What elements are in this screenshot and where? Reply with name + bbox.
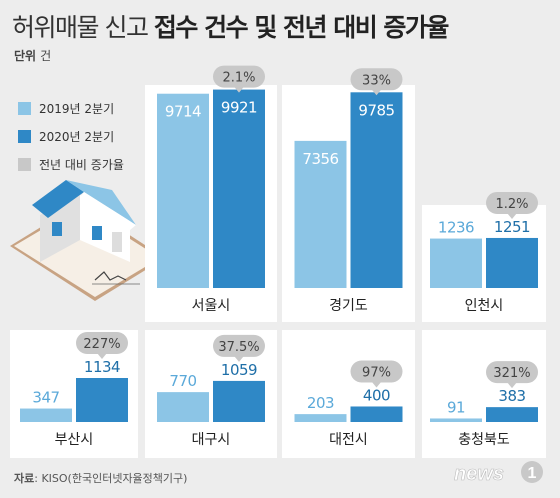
category-label: 대전시 bbox=[329, 432, 368, 448]
source-note: 자료: KISO(한국인터넷자율정책기구) bbox=[14, 472, 188, 485]
category-label: 인천시 bbox=[465, 298, 504, 314]
bar-2019 bbox=[430, 238, 482, 288]
bar-2020 bbox=[76, 378, 128, 422]
growth-rate-badge bbox=[213, 65, 265, 88]
growth-rate-badge bbox=[350, 360, 403, 383]
bar-2019 bbox=[294, 140, 347, 288]
news1-logo: news 1 bbox=[454, 461, 543, 485]
data-label-2019: 91 bbox=[447, 398, 465, 416]
growth-rate-badge bbox=[213, 334, 265, 357]
source-value: KISO(한국인터넷자율정책기구) bbox=[41, 472, 188, 485]
growth-rate-label: 97% bbox=[362, 365, 391, 380]
category-label: 서울시 bbox=[192, 298, 231, 314]
growth-rate-pointer bbox=[234, 355, 244, 362]
bar-2020 bbox=[350, 406, 403, 422]
category-label: 대구시 bbox=[192, 432, 231, 448]
svg-text:news: news bbox=[454, 463, 504, 485]
data-label-2019: 9714 bbox=[165, 103, 201, 121]
legend-swatch-rate bbox=[18, 157, 31, 171]
bar-2019 bbox=[157, 392, 209, 422]
growth-rate-label: 227% bbox=[83, 337, 120, 352]
growth-rate-pointer bbox=[234, 86, 244, 93]
growth-rate-pointer bbox=[507, 212, 517, 219]
unit-key: 단위 bbox=[14, 49, 37, 63]
growth-rate-pointer bbox=[97, 353, 107, 360]
svg-text:1: 1 bbox=[528, 465, 537, 482]
growth-rate-pointer bbox=[507, 382, 517, 389]
bar-2019 bbox=[430, 418, 482, 422]
category-label: 경기도 bbox=[329, 298, 368, 314]
legend: 2019년 2분기 2020년 2분기 전년 대비 증가율 bbox=[18, 94, 124, 178]
legend-label-rate: 전년 대비 증가율 bbox=[39, 157, 124, 172]
growth-rate-label: 33% bbox=[362, 73, 391, 88]
title-light: 허위매물 신고 bbox=[12, 13, 149, 42]
data-label-2019: 203 bbox=[307, 394, 334, 412]
chart-panel bbox=[282, 330, 415, 458]
data-label-2020: 9921 bbox=[221, 99, 257, 117]
growth-rate-label: 1.2% bbox=[495, 197, 528, 212]
unit-value: 건 bbox=[40, 49, 52, 63]
bar-2020 bbox=[213, 380, 265, 422]
growth-rate-pointer bbox=[371, 89, 382, 96]
data-label-2020: 383 bbox=[498, 387, 525, 405]
category-label: 충청북도 bbox=[458, 432, 510, 448]
data-label-2019: 1236 bbox=[438, 219, 474, 237]
growth-rate-badge bbox=[486, 191, 538, 214]
legend-swatch-2019 bbox=[18, 101, 31, 115]
legend-item-2020: 2020년 2분기 bbox=[18, 122, 124, 150]
bar-2019 bbox=[20, 408, 72, 422]
bar-2020 bbox=[486, 407, 538, 422]
legend-label-2019: 2019년 2분기 bbox=[39, 101, 115, 116]
chart-panel bbox=[422, 330, 546, 458]
bar-2019 bbox=[294, 414, 347, 422]
growth-rate-pointer bbox=[371, 381, 382, 388]
bar-2020 bbox=[486, 237, 538, 288]
title-bold: 접수 건수 및 전년 대비 증가율 bbox=[153, 13, 450, 42]
house-illustration bbox=[10, 180, 165, 301]
legend-swatch-2020 bbox=[18, 129, 31, 143]
growth-rate-label: 2.1% bbox=[222, 71, 255, 86]
growth-rate-label: 37.5% bbox=[218, 340, 259, 355]
bar-2019 bbox=[157, 93, 209, 288]
unit-label: 단위 건 bbox=[14, 47, 51, 64]
category-label: 부산시 bbox=[55, 432, 94, 448]
legend-label-2020: 2020년 2분기 bbox=[39, 129, 115, 144]
data-label-2020: 1059 bbox=[221, 361, 257, 379]
data-label-2020: 9785 bbox=[358, 101, 394, 119]
data-label-2019: 7356 bbox=[302, 150, 338, 168]
data-label-2020: 1134 bbox=[84, 358, 120, 376]
bar-2020 bbox=[350, 92, 403, 288]
source-key: 자료 bbox=[14, 472, 35, 485]
chart-title: 허위매물 신고 접수 건수 및 전년 대비 증가율 bbox=[12, 8, 450, 44]
bar-2020 bbox=[213, 89, 265, 288]
data-label-2019: 770 bbox=[169, 372, 196, 390]
growth-rate-badge bbox=[76, 332, 128, 355]
data-label-2020: 1251 bbox=[494, 218, 530, 236]
legend-item-2019: 2019년 2분기 bbox=[18, 94, 124, 122]
growth-rate-label: 321% bbox=[493, 366, 530, 381]
growth-rate-badge bbox=[486, 361, 538, 384]
data-label-2020: 400 bbox=[363, 386, 390, 404]
data-label-2019: 347 bbox=[32, 389, 59, 407]
growth-rate-badge bbox=[350, 68, 403, 91]
legend-item-rate: 전년 대비 증가율 bbox=[18, 150, 124, 178]
